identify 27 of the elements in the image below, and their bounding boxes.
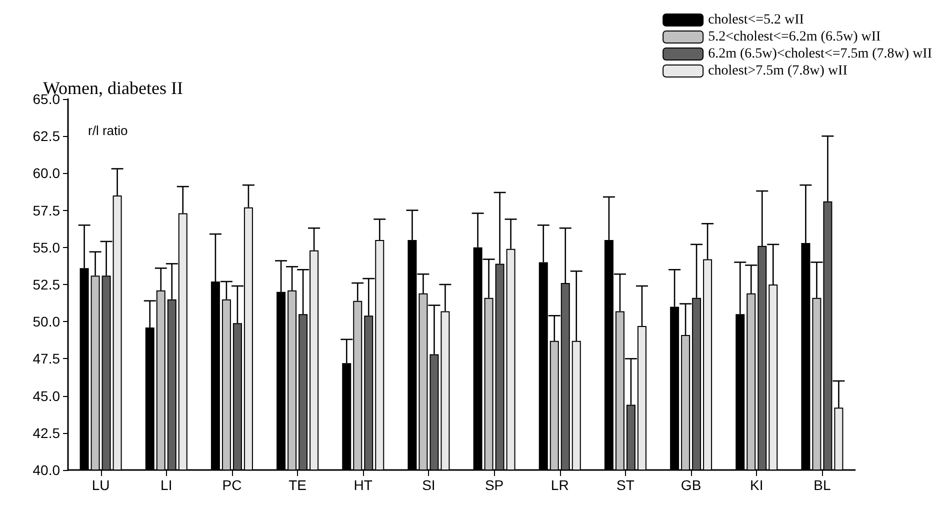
y-tick-label: 47.5 <box>32 350 60 367</box>
y-tick-label: 45.0 <box>32 388 60 404</box>
y-tick-label: 50.0 <box>32 314 60 330</box>
legend-label: 6.2m (6.5w)<cholest<=7.5m (7.8w) wII <box>708 46 932 62</box>
x-tick-label: ST <box>616 477 635 493</box>
x-tick-label: BL <box>814 477 831 493</box>
y-tick-label: 57.5 <box>32 202 60 218</box>
x-tick-label: HT <box>354 477 373 493</box>
y-tick-label: 40.0 <box>32 462 60 478</box>
x-tick-label: LI <box>160 477 172 493</box>
x-tick-label: SP <box>484 477 504 493</box>
x-tick-label: TE <box>288 477 306 493</box>
y-tick-label: 60.0 <box>32 165 60 182</box>
legend-label: 5.2<cholest<=6.2m (6.5w) wII <box>708 30 882 44</box>
x-tick-label: LU <box>92 477 110 493</box>
x-tick-label: SI <box>422 477 436 493</box>
y-tick-label: 52.5 <box>32 276 60 292</box>
x-tick-label: KI <box>750 477 764 493</box>
legend-label: cholest<=5.2 wII <box>708 12 804 28</box>
y-axis-title: r/l ratio <box>88 123 128 138</box>
y-tick-label: 62.5 <box>32 128 60 144</box>
x-tick-label: GB <box>680 477 702 493</box>
y-tick-label: 42.5 <box>32 424 60 441</box>
y-tick-label: 55.0 <box>32 239 60 256</box>
legend-label: cholest>7.5m (7.8w) wII <box>708 64 848 78</box>
x-tick-label: PC <box>222 477 242 493</box>
x-tick-label: LR <box>550 477 569 493</box>
